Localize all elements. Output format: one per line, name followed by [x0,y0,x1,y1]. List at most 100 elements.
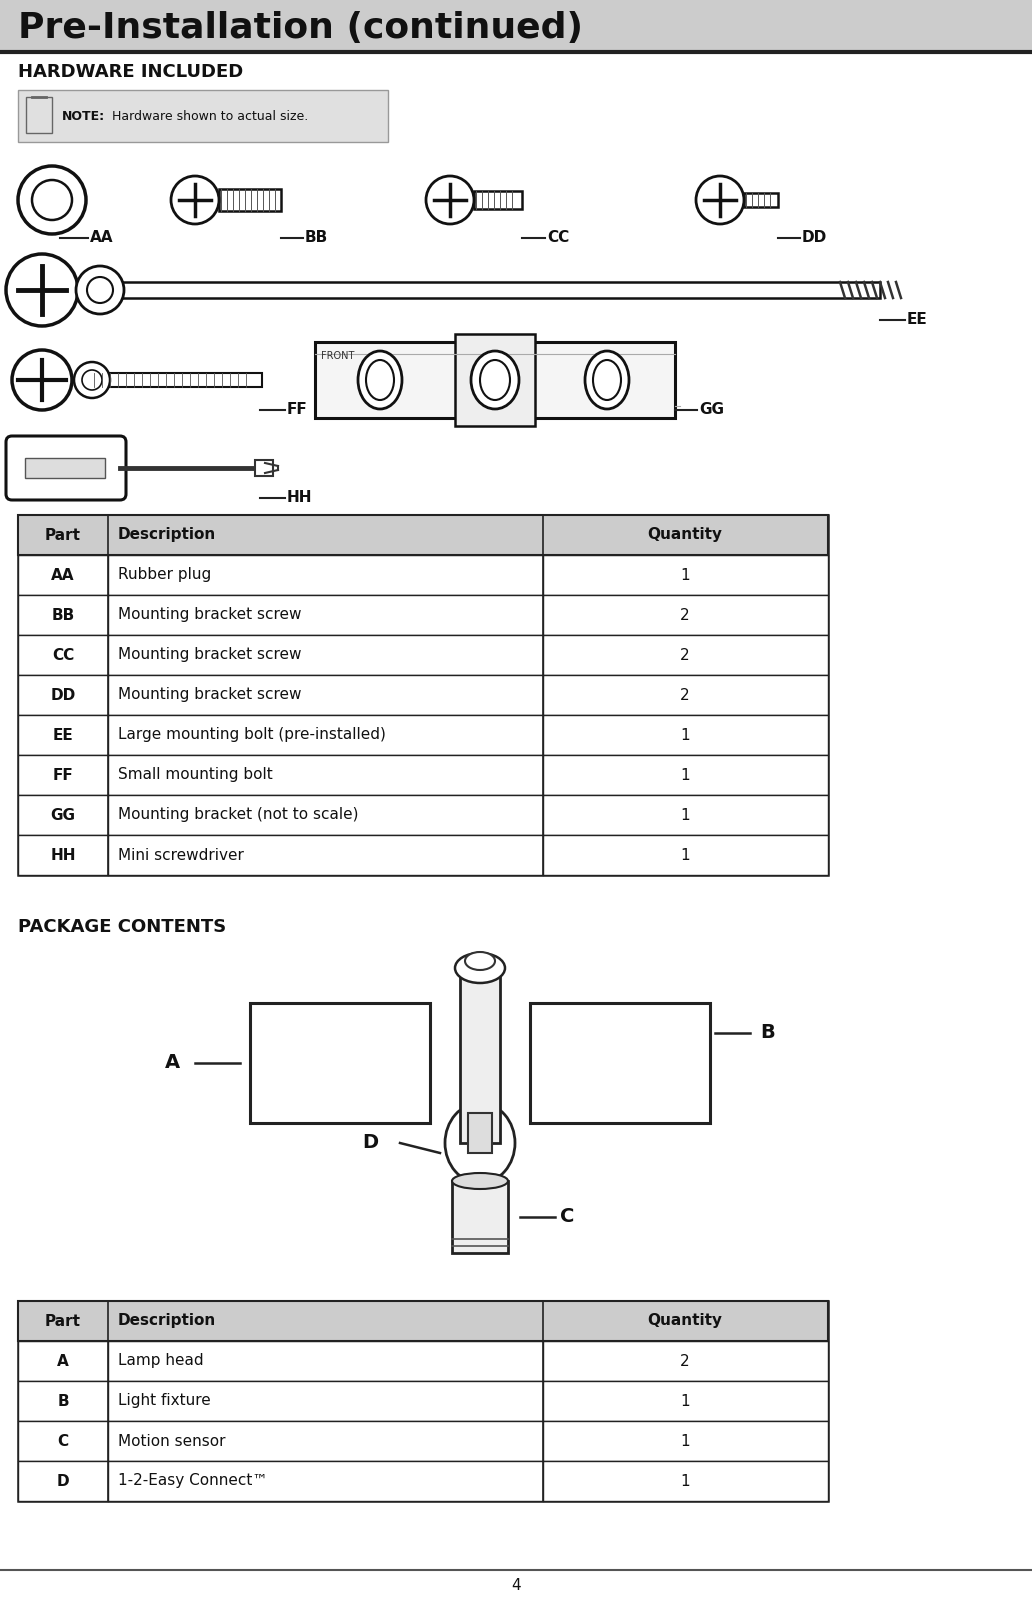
Text: B: B [760,1023,775,1043]
Bar [18,1422,828,1461]
Bar [474,190,522,209]
Text: Quantity: Quantity [647,1313,722,1329]
Text: HARDWARE INCLUDED: HARDWARE INCLUDED [18,62,244,82]
Bar [18,1382,828,1422]
Bar [18,595,828,635]
Bar [26,98,52,133]
Bar [18,90,388,142]
Text: Part: Part [45,528,80,542]
Text: A: A [57,1353,69,1369]
Text: 2: 2 [680,688,689,702]
Text: EE: EE [907,312,928,328]
Ellipse shape [480,360,510,400]
Text: NOTE:: NOTE: [62,109,105,123]
Text: CC: CC [52,648,74,662]
Bar [18,635,828,675]
Bar [219,189,281,211]
Bar [18,1302,828,1501]
Text: 1: 1 [680,728,689,742]
Ellipse shape [366,360,394,400]
Ellipse shape [455,953,505,983]
Text: Mini screwdriver: Mini screwdriver [118,847,244,862]
Text: Mounting bracket screw: Mounting bracket screw [118,608,301,622]
Ellipse shape [452,1174,508,1190]
Text: 1: 1 [680,847,689,862]
Bar [18,515,828,875]
Ellipse shape [593,360,621,400]
Text: HH: HH [287,491,313,505]
Text: Rubber plug: Rubber plug [118,568,212,582]
Bar [25,457,105,478]
Circle shape [171,176,219,224]
Bar [18,755,828,795]
Text: C: C [560,1207,575,1226]
Text: 2: 2 [680,1353,689,1369]
Text: Motion sensor: Motion sensor [118,1433,226,1449]
Circle shape [82,369,102,390]
Text: 1: 1 [680,807,689,822]
Text: Small mounting bolt: Small mounting bolt [118,768,272,782]
Text: FF: FF [287,403,308,417]
Bar [460,974,499,1143]
Text: BB: BB [305,230,328,246]
Text: 2: 2 [680,648,689,662]
Circle shape [696,176,744,224]
Bar [530,1003,710,1122]
Text: GG: GG [51,807,75,822]
Ellipse shape [358,352,402,409]
Circle shape [74,361,110,398]
Bar [18,1302,828,1342]
Bar [467,1113,492,1153]
Text: GG: GG [699,403,724,417]
Circle shape [6,254,78,326]
Bar [18,795,828,835]
Text: 1: 1 [680,1393,689,1409]
Circle shape [32,181,72,221]
Bar [250,1003,430,1122]
Text: 2: 2 [680,608,689,622]
Bar [18,555,828,595]
Text: Hardware shown to actual size.: Hardware shown to actual size. [108,109,309,123]
Bar [18,835,828,875]
Text: CC: CC [547,230,570,246]
Text: A: A [164,1054,180,1073]
Text: B: B [57,1393,69,1409]
Bar [452,1182,508,1254]
Text: D: D [57,1474,69,1489]
Text: Quantity: Quantity [647,528,722,542]
Bar [18,1461,828,1501]
Text: FRONT: FRONT [321,352,354,361]
Text: Part: Part [45,1313,80,1329]
Text: AA: AA [52,568,74,582]
Text: DD: DD [51,688,75,702]
Text: FF: FF [53,768,73,782]
Text: 1: 1 [680,1433,689,1449]
Text: Mounting bracket screw: Mounting bracket screw [118,648,301,662]
Bar [315,342,675,417]
Text: Lamp head: Lamp head [118,1353,203,1369]
Circle shape [87,277,112,302]
Bar [255,461,273,477]
FancyBboxPatch shape [6,437,126,500]
Circle shape [18,166,86,233]
Text: PACKAGE CONTENTS: PACKAGE CONTENTS [18,918,226,935]
Text: Mounting bracket (not to scale): Mounting bracket (not to scale) [118,807,358,822]
Text: BB: BB [52,608,74,622]
Text: D: D [362,1134,378,1153]
Circle shape [426,176,474,224]
Text: AA: AA [90,230,114,246]
Bar [455,334,535,425]
Text: Pre-Installation (continued): Pre-Installation (continued) [18,11,583,45]
Bar [18,515,828,555]
Text: 1-2-Еasy Connect™: 1-2-Еasy Connect™ [118,1474,267,1489]
Bar [92,373,262,387]
Text: C: C [58,1433,68,1449]
Text: HH: HH [51,847,75,862]
Text: 4: 4 [511,1578,521,1593]
Bar [18,1342,828,1382]
Ellipse shape [445,1103,515,1183]
Bar [0,0,1032,53]
Text: 1: 1 [680,768,689,782]
Text: Description: Description [118,528,217,542]
Bar [100,281,880,297]
